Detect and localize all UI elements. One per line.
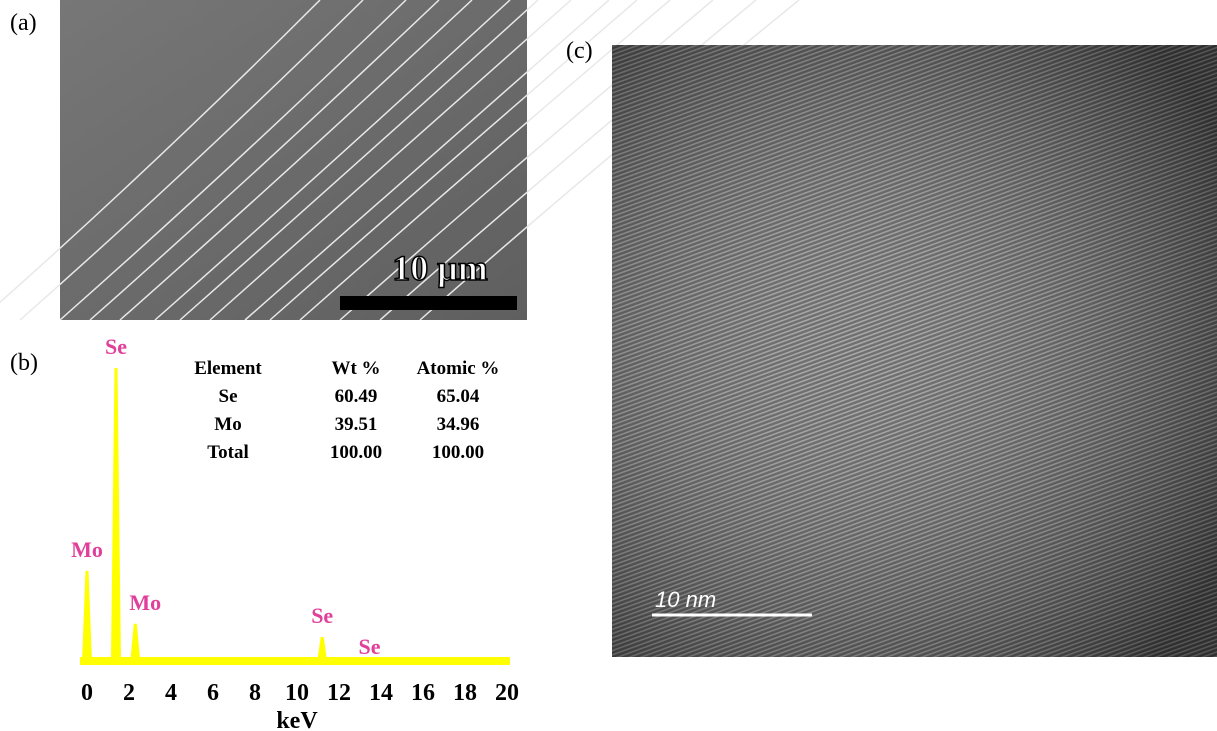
peak-label: Mo <box>71 537 103 562</box>
x-tick-label: 2 <box>123 680 135 706</box>
table-cell: 39.51 <box>335 414 378 435</box>
x-tick-label: 14 <box>369 680 393 706</box>
x-tick-label: 20 <box>495 680 519 706</box>
scale-bar-label: 10 nm <box>655 587 716 612</box>
table-cell: 100.00 <box>432 442 484 463</box>
x-tick-label: 0 <box>81 680 93 706</box>
tem-shading <box>612 45 1217 657</box>
table-cell: 34.96 <box>437 414 480 435</box>
spectrum-peak <box>130 624 140 662</box>
spectrum-peak <box>82 571 92 662</box>
table-header: Wt % <box>331 358 380 379</box>
peak-label: Se <box>359 634 381 659</box>
table-header: Element <box>194 358 262 379</box>
figure-canvas: (a) 10 μm (b) (c) 10 nm Element Wt % Atomi… <box>0 0 1217 731</box>
peak-label: Se <box>311 603 333 628</box>
spectrum-peak <box>111 368 121 662</box>
table-header: Atomic % <box>417 358 500 379</box>
table-cell: 60.49 <box>335 386 378 407</box>
table-cell: 65.04 <box>437 386 480 407</box>
spectrum-baseline <box>80 657 510 665</box>
panel-label: (c) <box>566 38 593 64</box>
x-tick-label: 18 <box>453 680 477 706</box>
panel-label: (b) <box>10 350 38 376</box>
x-tick-label: 12 <box>327 680 351 706</box>
peak-label: Se <box>105 334 127 359</box>
x-axis-label: keV <box>276 708 318 731</box>
panel-label: (a) <box>10 10 37 36</box>
scale-bar-label: 10 μm <box>392 248 487 288</box>
table-cell: Mo <box>214 414 241 435</box>
x-tick-label: 6 <box>207 680 219 706</box>
figure: (a) 10 μm (b) (c) 10 nm Element Wt % Atomi… <box>0 0 1217 731</box>
scale-bar <box>340 296 517 310</box>
table-cell: 100.00 <box>330 442 382 463</box>
table-cell: Total <box>207 442 249 463</box>
table-cell: Se <box>219 386 238 407</box>
x-tick-label: 4 <box>165 680 177 706</box>
peak-label: Mo <box>129 590 161 615</box>
x-tick-label: 10 <box>285 680 309 706</box>
spectrum-peak <box>317 637 327 662</box>
x-tick-label: 16 <box>411 680 435 706</box>
x-tick-label: 8 <box>249 680 261 706</box>
